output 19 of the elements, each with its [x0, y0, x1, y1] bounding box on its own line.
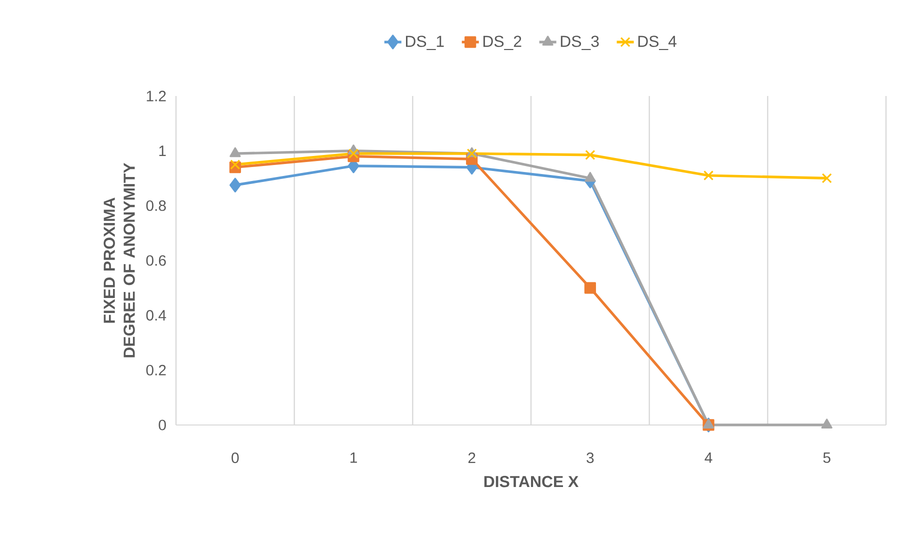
x-tick-label: 3 — [586, 452, 594, 464]
y-tick-label: 1 — [159, 146, 166, 156]
y-tick-label: 0.4 — [146, 310, 166, 321]
x-tick-label: 2 — [468, 452, 476, 463]
x-axis-title: DISTANCE X — [484, 476, 579, 488]
x-tick-label: 1 — [350, 452, 357, 463]
y-tick-label: 0 — [158, 420, 166, 430]
y-tick-label: 0.6 — [146, 255, 166, 266]
x-tick-label: 5 — [823, 452, 830, 463]
legend-label: DS_3 — [560, 36, 599, 50]
y-tick-label: 0.2 — [146, 364, 166, 376]
x-tick-label: 4 — [704, 452, 712, 463]
legend-label: DS_1 — [406, 36, 444, 50]
legend-label: DS_2 — [483, 36, 522, 50]
y-tick-label: 1.2 — [146, 90, 166, 102]
y-tick-label: 0.8 — [146, 200, 166, 211]
x-tick-label: 0 — [232, 452, 239, 464]
y-axis-title: FIXED PROXIMA DEGREE OF ANONYMITY — [104, 162, 135, 358]
legend-label: DS_4 — [638, 36, 676, 50]
